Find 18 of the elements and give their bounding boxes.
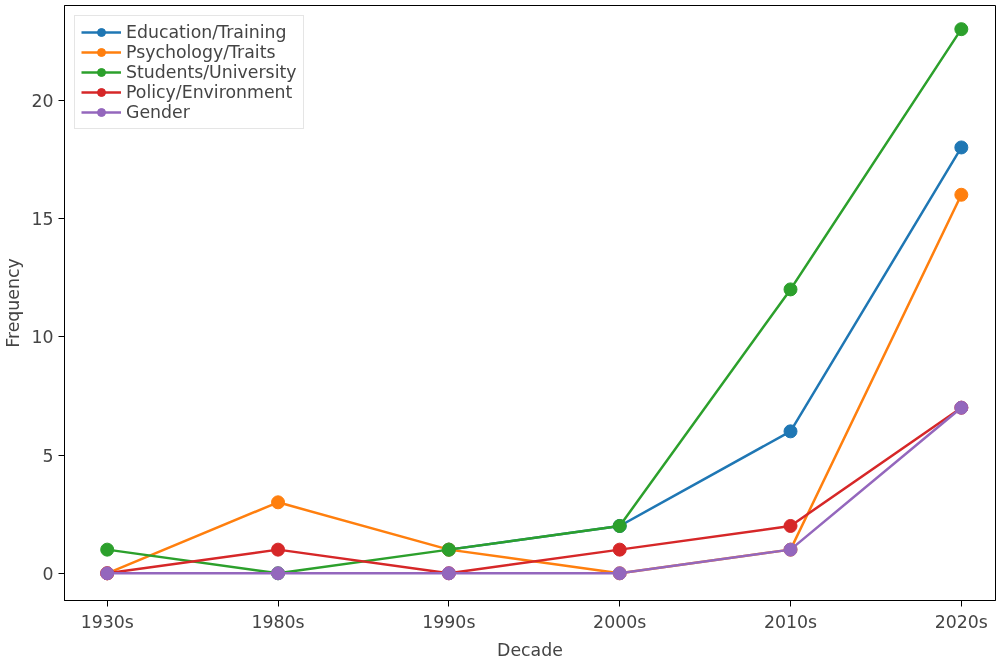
y-axis-title: Frequency	[3, 258, 24, 348]
legend-label: Students/University	[126, 62, 297, 82]
x-tick-label: 2010s	[763, 611, 818, 632]
x-tick-label: 1990s	[422, 611, 476, 632]
legend-label: Gender	[126, 102, 190, 122]
x-tick-label: 2020s	[934, 611, 988, 632]
y-tick-label: 10	[31, 327, 54, 348]
x-tick-label: 2000s	[593, 611, 647, 632]
x-tick-label: 1980s	[251, 611, 305, 632]
y-tick-label: 15	[31, 208, 54, 229]
y-tick-label: 0	[42, 563, 54, 584]
legend-label: Psychology/Traits	[126, 42, 276, 62]
y-tick-label: 20	[31, 90, 54, 111]
x-tick-label: 1930s	[80, 611, 134, 632]
legend-label: Policy/Environment	[126, 82, 293, 102]
x-axis-title: Decade	[497, 639, 563, 660]
y-tick-label: 5	[42, 445, 54, 466]
legend-label: Education/Training	[126, 22, 287, 42]
